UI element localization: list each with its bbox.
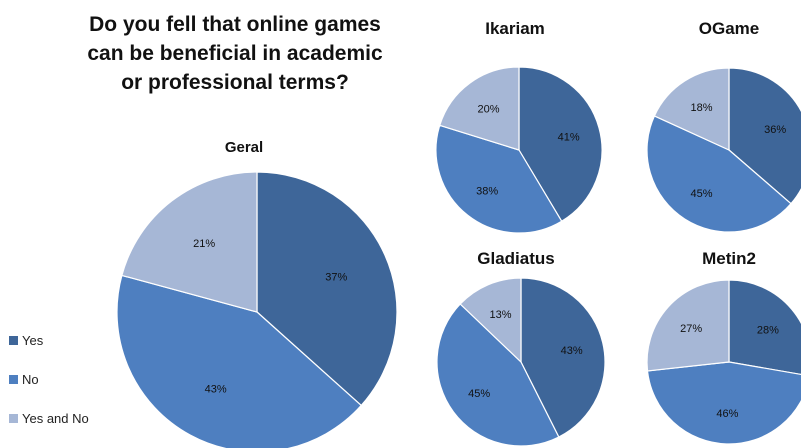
chart-title-line: Do you fell that online games <box>89 13 381 36</box>
pie-slice-yes <box>518 66 603 223</box>
pie-ikariam: 41% 38% 20% Ikariam <box>435 19 603 234</box>
pie-title: Geral <box>225 139 263 156</box>
pie-slice-yes <box>256 171 398 407</box>
pie-slice-yes-and-no <box>438 66 520 151</box>
pie-title: Metin2 <box>702 249 756 268</box>
legend-label: Yes and No <box>22 411 89 426</box>
pie-slice-yes <box>520 277 606 438</box>
legend-label: No <box>22 372 39 387</box>
pie-slice-yes <box>728 279 801 376</box>
pie-ogame: 36% 45% 18% OGame <box>646 19 801 233</box>
pie-gladiatus: 43% 45% 13% Gladiatus <box>436 249 606 447</box>
slice-label: 43% <box>205 383 227 395</box>
slice-label: 36% <box>764 124 786 136</box>
chart-title-line: can be beneficial in academic <box>87 42 383 65</box>
slice-label: 18% <box>690 102 712 114</box>
slice-label: 38% <box>476 186 498 198</box>
legend-item-yes: Yes <box>9 330 89 351</box>
pie-slice-no <box>116 274 363 448</box>
pie-slice-yes-and-no <box>121 171 258 313</box>
pie-title: Ikariam <box>485 19 545 38</box>
slice-label: 28% <box>757 324 779 336</box>
pie-slice-no <box>436 303 560 447</box>
pie-slice-yes-and-no <box>653 67 730 151</box>
chart-title: Do you fell that online games can be ben… <box>0 10 470 97</box>
pie-metin2: 28% 46% 27% Metin2 <box>646 249 801 445</box>
slice-label: 21% <box>193 238 215 250</box>
pie-title: OGame <box>699 19 759 38</box>
slice-label: 20% <box>477 104 499 116</box>
chart-title-line: or professional terms? <box>121 71 349 94</box>
legend-swatch <box>9 414 18 423</box>
slice-label: 41% <box>558 131 580 143</box>
slice-label: 13% <box>489 309 511 321</box>
pie-geral: 37% 43% 21% Geral <box>116 139 398 448</box>
pie-title: Gladiatus <box>477 249 554 268</box>
pie-slice-no <box>435 124 563 234</box>
slice-label: 46% <box>716 408 738 420</box>
legend-label: Yes <box>22 333 44 348</box>
legend-item-no: No <box>9 369 89 390</box>
pie-slice-yes-and-no <box>459 277 522 364</box>
pie-slice-yes-and-no <box>646 279 730 372</box>
legend-item-yes-and-no: Yes and No <box>9 408 89 429</box>
slice-label: 37% <box>325 272 347 284</box>
pie-slice-no <box>646 115 792 233</box>
pie-slice-yes <box>728 67 801 205</box>
slice-label: 43% <box>561 345 583 357</box>
pie-slice-no <box>646 361 801 445</box>
slice-label: 45% <box>690 188 712 200</box>
legend: Yes No Yes and No <box>9 330 89 447</box>
legend-swatch <box>9 375 18 384</box>
slice-label: 45% <box>468 388 490 400</box>
legend-swatch <box>9 336 18 345</box>
slice-label: 27% <box>680 323 702 335</box>
